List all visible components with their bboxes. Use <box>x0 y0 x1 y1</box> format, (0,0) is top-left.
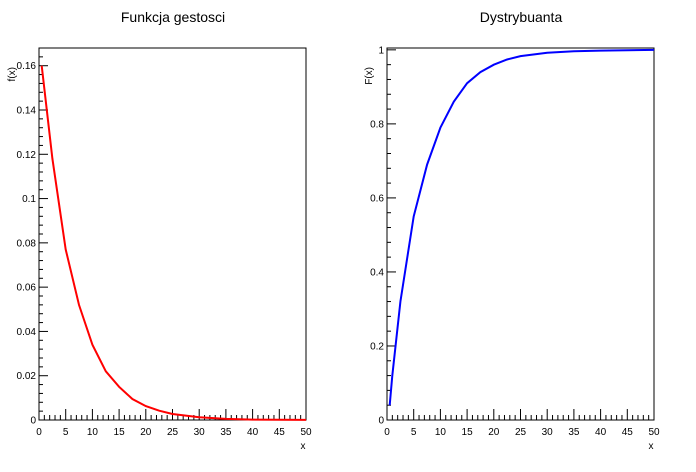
density-x-tick-label: 0 <box>36 427 42 438</box>
cdf-y-tick-label: 1 <box>378 45 384 56</box>
density-y-tick-label: 0.02 <box>17 371 37 382</box>
cdf-curve <box>388 48 655 406</box>
cdf-x-tick-label: 40 <box>595 427 607 438</box>
cdf-x-tick-label: 15 <box>462 427 474 438</box>
cdf-axis-ticks: 0 5 10 15 20 25 30 35 40 45 50 0 0.2 0.4 0.6 0.8 1 <box>370 45 660 438</box>
cdf-x-axis-label: x <box>649 441 654 452</box>
density-x-tick-label: 35 <box>220 427 232 438</box>
density-axis-ticks: 0 5 10 15 20 25 30 35 40 45 50 0 0.02 0.04 0.06 0.08 0.1… <box>17 47 312 438</box>
density-y-tick-label: 0.1 <box>22 194 36 205</box>
cdf-x-tick-label: 45 <box>622 427 634 438</box>
cdf-x-tick-label: 25 <box>515 427 527 438</box>
cdf-x-tick-label: 5 <box>411 427 417 438</box>
cdf-x-tick-label: 35 <box>568 427 580 438</box>
density-y-axis-label: f(x) <box>7 67 18 81</box>
density-chart: Funkcja gestosci f(x) x 0 5 10 15 20 25 30 35 40… <box>7 9 312 452</box>
density-curve <box>40 65 307 421</box>
cdf-chart-title: Dystrybuanta <box>480 9 563 25</box>
density-x-tick-label: 15 <box>114 427 126 438</box>
density-x-tick-label: 40 <box>247 427 259 438</box>
density-x-tick-label: 50 <box>300 427 312 438</box>
density-chart-title: Funkcja gestosci <box>121 9 225 25</box>
cdf-x-tick-label: 10 <box>435 427 447 438</box>
cdf-x-tick-label: 0 <box>384 427 390 438</box>
density-x-tick-label: 30 <box>194 427 206 438</box>
density-y-tick-label: 0.16 <box>17 61 37 72</box>
density-y-tick-label: 0 <box>30 416 36 427</box>
density-x-tick-label: 10 <box>87 427 99 438</box>
density-y-tick-label: 0.12 <box>17 150 37 161</box>
cdf-x-tick-label: 50 <box>648 427 660 438</box>
density-y-tick-label: 0.14 <box>17 106 37 117</box>
cdf-chart: Dystrybuanta F(x) x 0 5 10 15 20 25 30 35 40 45 50… <box>364 9 660 452</box>
cdf-plot-frame <box>386 47 655 421</box>
density-y-tick-label: 0.04 <box>17 327 37 338</box>
density-y-tick-label: 0.06 <box>17 283 37 294</box>
density-x-tick-label: 45 <box>274 427 286 438</box>
cdf-y-tick-label: 0.6 <box>370 193 384 204</box>
cdf-x-tick-label: 20 <box>488 427 500 438</box>
cdf-y-tick-label: 0.4 <box>370 267 384 278</box>
cdf-y-axis-label: F(x) <box>364 67 375 85</box>
cdf-x-tick-label: 30 <box>542 427 554 438</box>
cdf-y-tick-label: 0.8 <box>370 119 384 130</box>
density-plot-frame <box>38 47 307 421</box>
density-x-tick-label: 5 <box>63 427 69 438</box>
cdf-y-tick-label: 0.2 <box>370 341 384 352</box>
density-x-tick-label: 20 <box>140 427 152 438</box>
density-x-axis-label: x <box>301 441 306 452</box>
cdf-y-tick-label: 0 <box>378 416 384 427</box>
density-x-tick-label: 25 <box>167 427 179 438</box>
density-y-tick-label: 0.08 <box>17 238 37 249</box>
